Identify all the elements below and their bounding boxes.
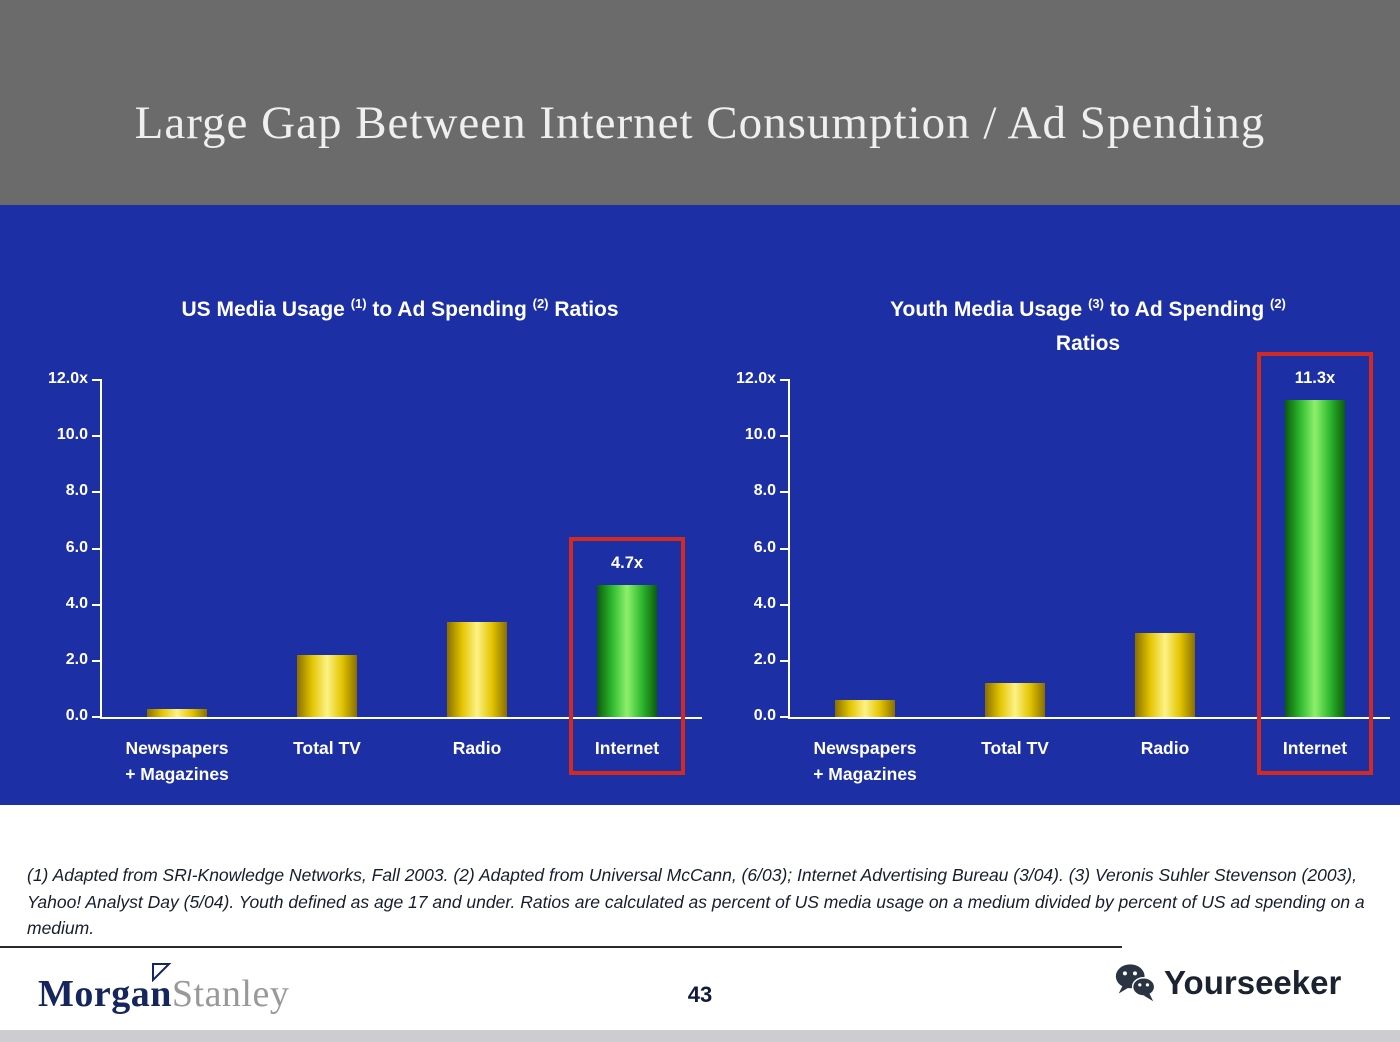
bar-radio [1135, 632, 1195, 717]
chart-title-text: to Ad Spending [366, 298, 533, 321]
chart-title-text: to Ad Spending [1103, 298, 1270, 321]
bar-newspapers [147, 708, 207, 717]
y-tick-mark [92, 547, 102, 550]
category-label: Newspapers + Magazines [813, 738, 917, 785]
category-label: Internet [594, 738, 660, 758]
y-tick-label: 8.0 [65, 482, 88, 500]
slide-title: Large Gap Between Internet Consumption /… [134, 97, 1266, 149]
y-tick-mark [92, 603, 102, 606]
bar-value-label: 4.7x [610, 554, 644, 573]
charts-panel: US Media Usage (1) to Ad Spending (2) Ra… [0, 205, 1400, 805]
category-label: Total TV [293, 738, 361, 758]
y-tick-label: 8.0 [753, 482, 776, 500]
y-tick-mark [780, 659, 790, 662]
morgan-stanley-logo: MorganStanley [38, 972, 289, 1016]
chart-title-superscript: (3) [1088, 296, 1104, 311]
wechat-icon [1115, 964, 1156, 1002]
chart-title-text: Ratios [548, 298, 619, 321]
morgan-stanley-flag-icon [152, 963, 172, 982]
category-label: Radio [452, 738, 502, 758]
y-tick-mark [780, 491, 790, 494]
bar-total-tv [297, 655, 357, 717]
y-tick-mark [780, 379, 790, 381]
y-tick-label: 12.0x [47, 370, 88, 387]
watermark-text: Yourseeker [1164, 964, 1342, 1001]
chart-title: Youth Media Usage (3) to Ad Spending (2)… [788, 293, 1388, 360]
bar-internet [1285, 399, 1345, 717]
bottom-strip [0, 1030, 1400, 1042]
bar-value-label: 11.3x [1294, 368, 1336, 387]
highlight-box [569, 537, 685, 775]
y-tick-mark [92, 659, 102, 662]
y-tick-label: 6.0 [753, 538, 776, 556]
y-tick-mark [780, 603, 790, 606]
category-label: Internet [1282, 738, 1348, 758]
footnote-text: (1) Adapted from SRI-Knowledge Networks,… [27, 865, 1365, 939]
y-tick-label: 12.0x [735, 370, 776, 387]
bar-internet [597, 585, 657, 717]
y-tick-label: 0.0 [753, 707, 776, 724]
page-number: 43 [687, 982, 713, 1007]
chart-title-superscript: (1) [350, 296, 367, 311]
y-tick-mark [92, 379, 102, 381]
header-band: Large Gap Between Internet Consumption /… [0, 0, 1400, 205]
brand-stanley-text: Stanley [171, 973, 290, 1015]
chart-title-text: Youth Media Usage [890, 298, 1089, 321]
y-tick-label: 6.0 [65, 538, 88, 556]
bar-newspapers [835, 700, 895, 717]
plot-area: 12.0x 10.0 8.0 6.0 4.0 2.0 0.0 Newspapers + Maga… [48, 370, 702, 784]
y-tick-label: 4.0 [753, 594, 776, 612]
y-tick-label: 0.0 [65, 707, 88, 724]
y-tick-mark [780, 547, 790, 550]
category-label: Radio [1140, 738, 1190, 758]
chart-title-text: Ratios [1055, 331, 1121, 355]
y-tick-mark [780, 716, 790, 718]
y-tick-mark [780, 435, 790, 438]
chart-title-text: US Media Usage [181, 298, 351, 321]
bar-total-tv [985, 683, 1045, 717]
y-tick-label: 4.0 [65, 594, 88, 612]
bar-radio [447, 621, 507, 717]
y-tick-label: 2.0 [753, 650, 776, 668]
category-label: Newspapers + Magazines [125, 738, 229, 785]
y-tick-label: 10.0 [744, 426, 776, 444]
footer-divider [0, 946, 1122, 948]
highlight-box [1257, 351, 1373, 775]
y-tick-mark [92, 716, 102, 718]
y-tick-label: 10.0 [56, 426, 88, 444]
y-tick-mark [92, 491, 102, 494]
yourseeker-watermark: Yourseeker [1112, 960, 1341, 1006]
chart-title-superscript: (2) [532, 296, 549, 311]
brand-morgan-text: Morgan [38, 973, 172, 1015]
y-tick-mark [92, 435, 102, 438]
category-label: Total TV [981, 738, 1049, 758]
y-tick-label: 2.0 [65, 650, 88, 668]
chart-title: US Media Usage (1) to Ad Spending (2) Ra… [100, 293, 700, 327]
chart-title-superscript: (2) [1270, 296, 1286, 311]
plot-area: 12.0x 10.0 8.0 6.0 4.0 2.0 0.0 Newspapers + Maga… [736, 351, 1390, 784]
